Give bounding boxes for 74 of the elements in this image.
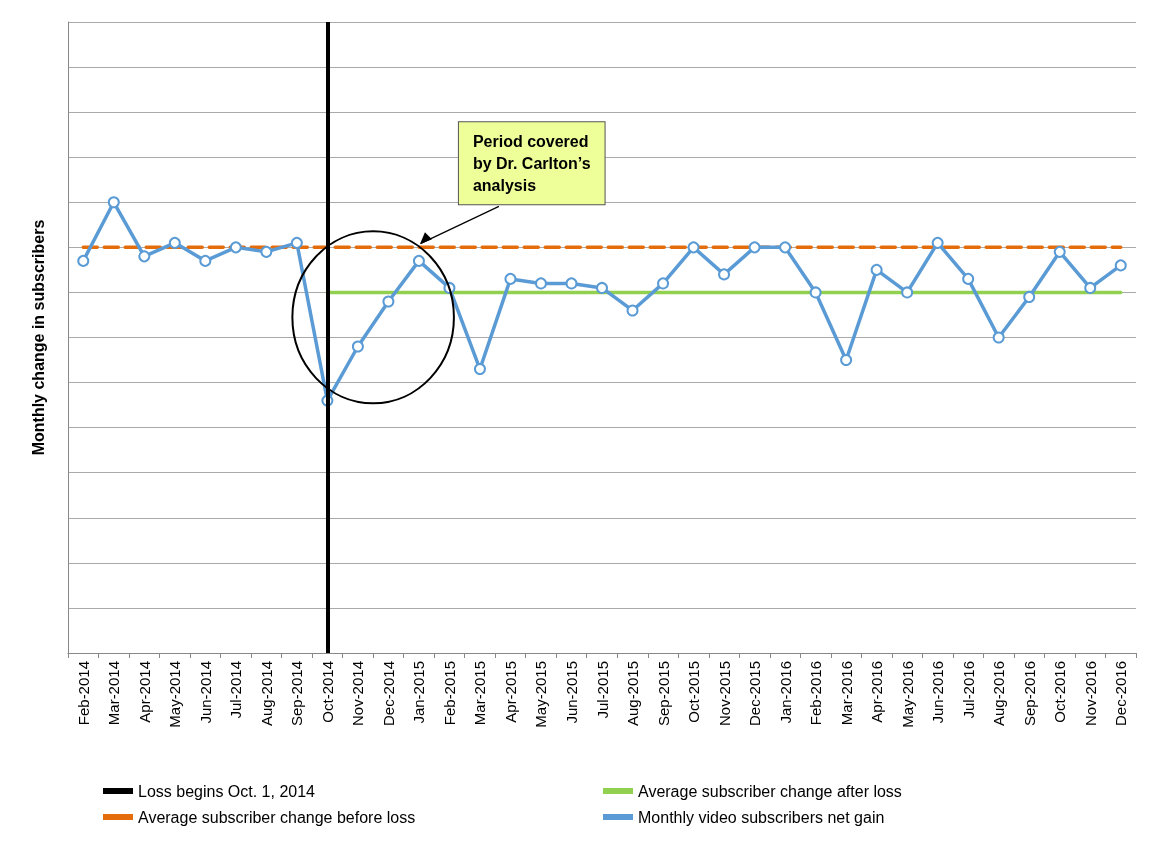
x-tick-label: Jul-2014 [227,661,245,719]
point [534,277,547,290]
x-tick-label: Jul-2015 [593,661,611,719]
legend-label: Average subscriber change after loss [638,782,902,800]
point [138,250,151,263]
y-axis-title: Monthly change in subscribers [29,219,47,456]
point [962,272,975,285]
x-tick-label: Oct-2014 [318,661,336,723]
point [718,268,731,281]
x-tick-label: Nov-2016 [1081,661,1099,727]
x-tick-label: Aug-2014 [257,661,275,727]
point [351,340,364,353]
point [840,354,853,367]
point [596,281,608,294]
x-tick-label: Jul-2016 [959,661,977,719]
x-tick-label: Apr-2015 [501,661,519,723]
x-tick-label: May-2014 [166,661,184,728]
x-tick-label: Nov-2015 [715,661,733,727]
point [107,196,120,209]
point [565,277,578,290]
point [809,286,822,299]
legend-label: Monthly video subscribers net gain [638,808,885,826]
point [260,245,273,258]
point [199,254,212,267]
point [992,331,1005,344]
point [77,254,90,267]
x-tick-label: Aug-2015 [624,661,642,727]
point [504,272,517,285]
x-tick-label: Apr-2016 [868,661,886,723]
x-tick-label: Jan-2015 [410,661,428,724]
x-tick-label: Apr-2014 [135,661,153,723]
point [870,263,883,276]
x-tick-label: Mar-2014 [105,661,123,726]
x-tick-label: Oct-2015 [685,661,703,723]
point [168,236,181,249]
x-tick-label: Sep-2015 [654,661,672,727]
annotation: Period covered by Dr. Carlton’s analysis [472,132,591,194]
point [1114,259,1127,272]
x-tick-label: Dec-2015 [746,661,764,727]
point [687,241,700,254]
point [779,241,792,254]
point [931,236,944,249]
point [901,286,914,299]
point [412,254,425,267]
x-tick-label: Jun-2015 [562,661,580,724]
x-tick-label: Dec-2014 [379,661,397,727]
point [229,241,242,254]
point [748,241,761,254]
point [1023,290,1036,303]
x-tick-label: Jun-2014 [196,661,214,724]
x-tick-label: Sep-2016 [1020,661,1038,727]
x-tick-label: Dec-2016 [1112,661,1130,727]
x-tick-label: Feb-2016 [807,661,825,726]
x-tick-label: May-2015 [532,661,550,728]
x-tick-label: Mar-2015 [471,661,489,726]
x-tick-label: Feb-2014 [74,661,92,726]
point [382,295,395,308]
point [1053,245,1066,258]
x-tick-label: Jan-2016 [776,661,794,724]
x-tick-label: Feb-2015 [440,661,458,726]
x-tick-label: Oct-2016 [1051,661,1069,723]
point [290,236,303,249]
legend-label: Average subscriber change before loss [138,808,416,826]
x-tick-label: Aug-2016 [990,661,1008,727]
x-tick-label: Jun-2016 [929,661,947,724]
point [626,304,639,317]
point [657,277,670,290]
point [1084,281,1097,294]
point [473,363,486,376]
legend-label: Loss begins Oct. 1, 2014 [138,782,316,800]
x-tick-label: May-2016 [898,661,916,728]
x-tick-label: Nov-2014 [349,661,367,727]
x-tick-label: Sep-2014 [288,661,306,727]
x-tick-label: Mar-2016 [837,661,855,726]
